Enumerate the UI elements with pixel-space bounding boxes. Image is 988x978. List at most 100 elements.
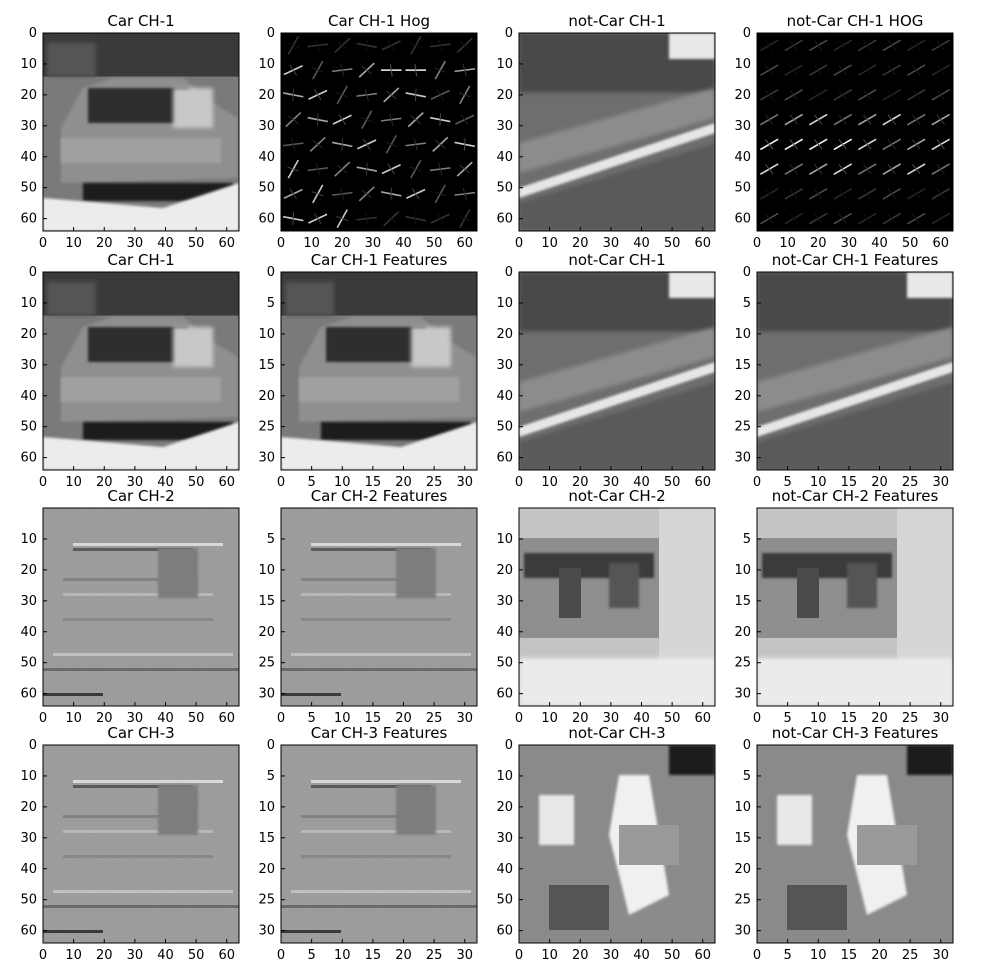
y-tick-label: 0: [743, 738, 751, 753]
y-tick-label: 30: [496, 358, 513, 373]
subplot-title: Car CH-2 Features: [311, 487, 448, 505]
axes-frame: [42, 744, 240, 944]
y-tick-label: 10: [258, 800, 275, 815]
x-tick-label: 10: [65, 711, 82, 726]
y-tick-label: 30: [20, 358, 37, 373]
subplot-12: not-Car CH-2 Features 0 5 10 15 20 25 30 5 10 15 20…: [734, 487, 954, 726]
y-tick-label: 30: [258, 451, 275, 466]
y-tick-label: 20: [20, 563, 37, 578]
y-tick-label: 30: [258, 119, 275, 134]
y-tick-label: 60: [258, 212, 275, 227]
heatmap-image: [43, 745, 239, 943]
y-tick-label: 5: [267, 769, 275, 784]
x-tick-label: 60: [218, 475, 235, 490]
y-tick-label: 50: [496, 893, 513, 908]
axes-frame: [42, 507, 240, 707]
y-tick-label: 20: [496, 88, 513, 103]
x-tick-label: 40: [157, 948, 174, 963]
x-tick-label: 5: [307, 475, 315, 490]
x-tick-label: 20: [871, 948, 888, 963]
y-tick-label: 25: [734, 420, 751, 435]
y-tick-label: 10: [20, 769, 37, 784]
y-tick-label: 10: [258, 57, 275, 72]
x-tick-label: 30: [456, 948, 473, 963]
y-tick-label: 50: [20, 893, 37, 908]
x-tick-label: 40: [633, 475, 650, 490]
y-tick-label: 30: [496, 831, 513, 846]
heatmap-image: [43, 33, 239, 231]
x-tick-label: 5: [307, 711, 315, 726]
subplot-title: not-Car CH-1: [568, 251, 665, 269]
x-tick-label: 60: [694, 948, 711, 963]
x-tick-label: 10: [810, 711, 827, 726]
heatmap-image: [519, 745, 715, 943]
x-tick-label: 25: [902, 711, 919, 726]
subplot-title: not-Car CH-3 Features: [772, 724, 939, 742]
subplot-title: Car CH-1: [107, 12, 174, 30]
y-tick-label: 30: [496, 119, 513, 134]
x-tick-label: 10: [810, 475, 827, 490]
x-tick-label: 30: [603, 948, 620, 963]
x-tick-label: 20: [572, 236, 589, 251]
x-tick-label: 20: [395, 711, 412, 726]
heatmap-image: [43, 508, 239, 706]
y-tick-label: 40: [734, 150, 751, 165]
y-tick-label: 0: [505, 265, 513, 280]
x-tick-label: 0: [39, 948, 47, 963]
y-tick-label: 0: [267, 265, 275, 280]
y-tick-label: 5: [743, 296, 751, 311]
x-tick-label: 20: [96, 475, 113, 490]
y-tick-label: 20: [20, 800, 37, 815]
x-tick-label: 50: [188, 711, 205, 726]
x-tick-label: 20: [395, 948, 412, 963]
x-tick-label: 0: [753, 475, 761, 490]
x-tick-label: 60: [456, 236, 473, 251]
y-tick-label: 10: [496, 769, 513, 784]
y-tick-label: 10: [258, 327, 275, 342]
y-tick-label: 60: [496, 924, 513, 939]
y-tick-label: 5: [743, 532, 751, 547]
y-tick-label: 30: [734, 687, 751, 702]
x-tick-label: 20: [96, 711, 113, 726]
x-tick-label: 15: [841, 475, 858, 490]
y-tick-label: 60: [20, 212, 37, 227]
y-tick-label: 30: [20, 119, 37, 134]
y-tick-label: 40: [496, 389, 513, 404]
axes-frame: [42, 32, 240, 232]
y-tick-label: 5: [267, 296, 275, 311]
y-tick-label: 60: [496, 451, 513, 466]
x-tick-label: 0: [515, 236, 523, 251]
x-tick-label: 40: [157, 475, 174, 490]
subplot-title: Car CH-1 Features: [311, 251, 448, 269]
x-tick-label: 10: [303, 236, 320, 251]
x-tick-label: 15: [365, 948, 382, 963]
axes-frame: [756, 32, 954, 232]
x-tick-label: 30: [127, 475, 144, 490]
y-tick-label: 20: [258, 88, 275, 103]
y-tick-label: 20: [734, 862, 751, 877]
x-tick-label: 50: [188, 475, 205, 490]
y-tick-label: 25: [258, 656, 275, 671]
y-tick-label: 40: [20, 389, 37, 404]
x-tick-label: 20: [810, 236, 827, 251]
heatmap-image: [43, 272, 239, 470]
y-tick-label: 10: [496, 57, 513, 72]
y-tick-label: 15: [734, 594, 751, 609]
y-tick-label: 0: [743, 265, 751, 280]
heatmap-image: [519, 33, 715, 231]
y-tick-label: 30: [734, 924, 751, 939]
x-tick-label: 30: [456, 475, 473, 490]
y-tick-label: 20: [258, 862, 275, 877]
y-tick-label: 25: [734, 893, 751, 908]
y-tick-label: 10: [734, 327, 751, 342]
x-tick-label: 20: [572, 948, 589, 963]
x-tick-label: 40: [871, 236, 888, 251]
y-tick-label: 20: [20, 88, 37, 103]
x-tick-label: 50: [664, 711, 681, 726]
x-tick-label: 20: [871, 475, 888, 490]
x-tick-label: 50: [902, 236, 919, 251]
subplot-title: not-Car CH-1 Features: [772, 251, 939, 269]
